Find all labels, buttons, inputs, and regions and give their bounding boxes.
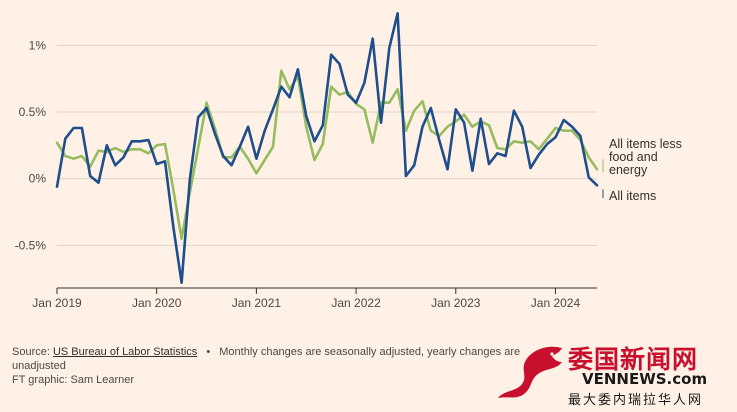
x-tick-label: Jan 2020 [132, 296, 182, 310]
y-tick-label: 0% [29, 172, 47, 186]
x-tick-label: Jan 2022 [331, 296, 381, 310]
annotation-all-items: All items [609, 189, 656, 203]
grid-lines [57, 44, 597, 246]
x-tick-label: Jan 2019 [32, 296, 82, 310]
annotation-core-line-1: food and [609, 150, 658, 164]
annotation-core-line-2: energy [609, 163, 648, 177]
watermark-subtitle: 最大委内瑞拉华人网 [568, 393, 704, 408]
source-separator: • [206, 346, 211, 358]
y-axis-ticks: 1% 0.5% 0% -0.5% [15, 38, 47, 252]
x-tick-label: Jan 2023 [431, 296, 481, 310]
watermark-english: VENNEWS.com [582, 370, 708, 388]
source-link[interactable]: US Bureau of Labor Statistics [52, 346, 198, 358]
y-tick-label: 1% [29, 38, 47, 52]
x-axis-ticks: Jan 2019 Jan 2020 Jan 2021 Jan 2022 Jan 2023… [32, 288, 580, 310]
watermark-chinese: 委国新闻网 [568, 345, 699, 374]
chart-svg: 1%0.5%0%-0.5% Jan 2019 Jan 2020 Jan 2021 Ja… [15, 12, 682, 310]
series-lines [55, 12, 599, 285]
watermark: 委国新闻网 VENNEWS.com 最大委内瑞拉华人网 [492, 340, 732, 408]
methodology-note: Monthly changes are seasonally adjusted,… [12, 346, 521, 372]
annotation-core-line-0: All items less [609, 137, 682, 151]
dragon-logo [498, 346, 562, 398]
y-tick-label: 0.5% [19, 105, 47, 119]
source-line: Source: US Bureau of Labor Statistics • … [12, 345, 542, 373]
x-tick-label: Jan 2021 [232, 296, 282, 310]
y-tick-label: -0.5% [15, 238, 47, 252]
graphic-credit: FT graphic: Sam Learner [12, 374, 135, 386]
series-line-1 [55, 12, 599, 285]
x-tick-label: Jan 2024 [531, 296, 581, 310]
chart-footer: Source: US Bureau of Labor Statistics • … [12, 345, 542, 387]
source-prefix: Source: [12, 346, 53, 358]
